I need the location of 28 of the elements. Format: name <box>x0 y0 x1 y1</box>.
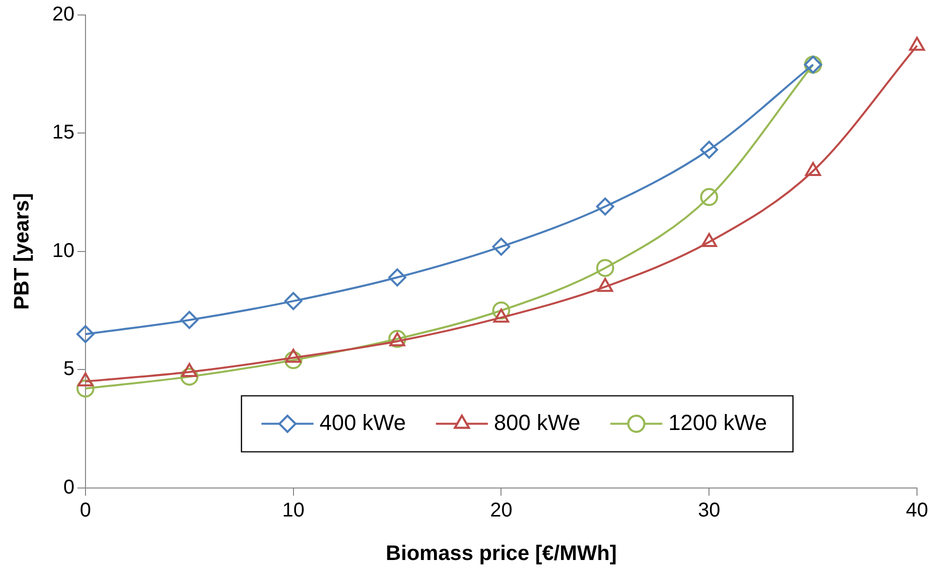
point <box>180 368 198 386</box>
y-tick-label: 15 <box>52 122 74 144</box>
point <box>284 351 302 370</box>
point <box>492 302 510 320</box>
point <box>492 238 510 256</box>
y-axis-title: PBT [years] <box>10 193 34 310</box>
x-tick-label: 40 <box>906 499 928 522</box>
x-axis-title: Biomass price [€/MWh] <box>386 542 617 566</box>
legend-label: 1200 kWe <box>668 410 767 435</box>
y-tick-label: 10 <box>52 240 74 262</box>
point <box>180 310 198 329</box>
point <box>76 380 94 398</box>
point <box>596 258 614 277</box>
y-tick-label: 0 <box>63 476 74 498</box>
point <box>700 188 718 206</box>
x-tick-label: 10 <box>282 499 304 522</box>
legend-label: 800 kWe <box>494 410 580 435</box>
x-tick-label: 30 <box>698 499 720 522</box>
point <box>388 268 406 286</box>
point <box>76 325 94 344</box>
y-tick-label: 20 <box>52 4 74 26</box>
x-tick-label: 20 <box>490 499 512 522</box>
x-tick-label: 0 <box>80 499 92 522</box>
y-tick-label: 5 <box>63 358 74 380</box>
point <box>284 292 302 310</box>
legend-label: 400 kWe <box>319 410 406 435</box>
point <box>700 140 718 159</box>
point <box>596 197 614 216</box>
